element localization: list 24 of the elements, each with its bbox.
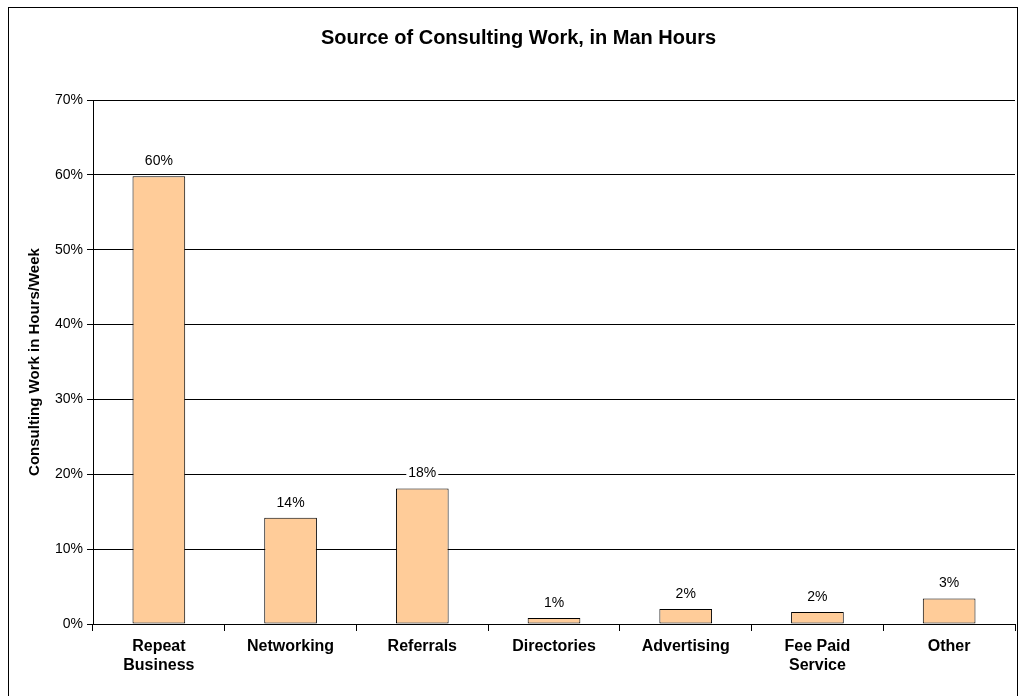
x-tick-label: Other [927, 637, 971, 655]
y-tick-label: 0% [62, 614, 83, 631]
y-tick-label: 20% [54, 465, 83, 482]
y-tick-label: 30% [54, 390, 83, 407]
y-tick-label: 10% [54, 540, 83, 556]
y-tick-label: 60% [54, 165, 83, 182]
x-tick-label: Fee Paid Service [784, 637, 851, 674]
chart-title: Source of Consulting Work, in Man Hours [320, 25, 717, 48]
data-label: 3% [939, 574, 960, 591]
data-label: 2% [807, 587, 828, 604]
y-axis-title: Consulting Work in Hours/Week [25, 247, 43, 476]
x-tick-label: Repeat Business [123, 637, 195, 674]
x-tick-label: Advertising [641, 637, 730, 655]
x-tick-label: Directories [512, 637, 596, 655]
data-label: 60% [144, 152, 173, 169]
y-tick-label: 40% [54, 315, 83, 332]
x-tick-label: Networking [247, 637, 335, 655]
data-label: 14% [276, 493, 305, 510]
data-label: 1% [543, 593, 565, 610]
y-tick-label: 70% [54, 90, 83, 107]
x-tick-label: Referrals [387, 637, 458, 655]
data-label: 18% [408, 464, 437, 481]
data-label: 2% [675, 584, 696, 601]
y-tick-label: 50% [54, 240, 83, 257]
